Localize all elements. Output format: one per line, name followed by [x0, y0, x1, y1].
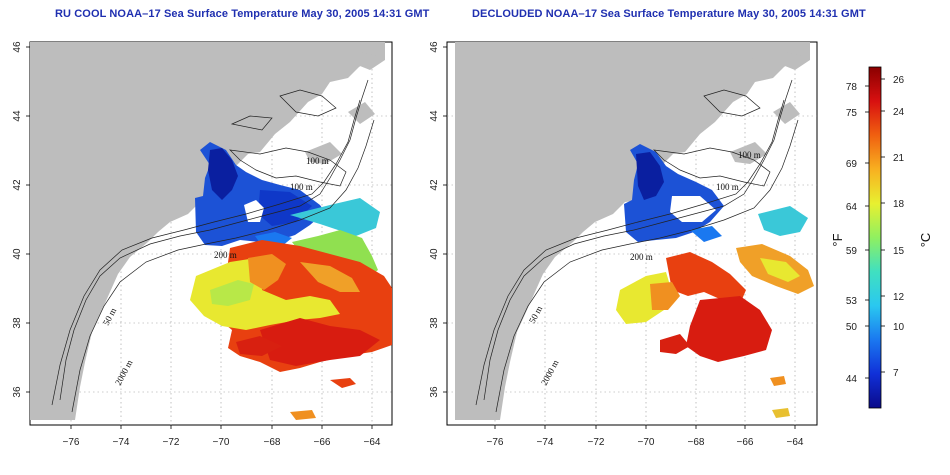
y-tick-label: 44	[429, 110, 440, 122]
left-map-title: RU COOL NOAA–17 Sea Surface Temperature …	[55, 8, 430, 20]
x-tick-label: −76	[487, 437, 504, 448]
y-tick-label: 46	[12, 41, 23, 53]
colorbar-unit-celsius: °C	[918, 233, 933, 248]
f-tick-label: 50	[846, 322, 858, 333]
x-tick-label: −74	[113, 437, 130, 448]
c-tick-label: 21	[893, 153, 905, 164]
c-tick-label: 7	[893, 368, 899, 379]
contour-label-200m: 200 m	[214, 250, 237, 260]
y-tick-label: 36	[12, 386, 23, 398]
y-tick-label: 46	[429, 41, 440, 53]
colorbar-c-labels: 26 24 21 18 15 12 10 7	[893, 75, 905, 379]
y-tick-label: 40	[429, 248, 440, 260]
y-tick-label: 38	[429, 317, 440, 329]
y-tick-label: 42	[429, 179, 440, 191]
y-tick-label: 40	[12, 248, 23, 260]
colorbar-f-labels: 78 75 69 64 59 53 50 44	[846, 82, 858, 385]
c-tick-label: 26	[893, 75, 905, 86]
f-tick-label: 59	[846, 246, 858, 257]
f-tick-label: 78	[846, 82, 858, 93]
contour-label-100m-a: 100 m	[306, 156, 329, 166]
right-map-title: DECLOUDED NOAA–17 Sea Surface Temperatur…	[472, 8, 866, 20]
left-x-ticks	[70, 425, 373, 429]
c-tick-label: 15	[893, 246, 905, 257]
x-tick-label: −64	[787, 437, 804, 448]
x-tick-label: −76	[63, 437, 80, 448]
f-tick-label: 75	[846, 108, 858, 119]
right-map-panel: 100 m 100 m 200 m 50 m 2000 m −76 −74 −7…	[429, 41, 818, 448]
y-tick-label: 42	[12, 179, 23, 191]
x-tick-label: −64	[364, 437, 381, 448]
colorbar-strip	[868, 66, 882, 409]
right-sst-cold	[624, 144, 724, 242]
left-y-tick-labels: 36 38 40 42 44 46	[12, 41, 23, 398]
colorbar: 78 75 69 64 59 53 50 44 26 24 21 18 15 1…	[830, 66, 933, 409]
x-tick-label: −70	[213, 437, 230, 448]
right-y-ticks	[443, 46, 447, 393]
contour-label-200m: 200 m	[630, 252, 653, 262]
c-tick-label: 18	[893, 199, 905, 210]
contour-label-100m-b: 100 m	[290, 182, 313, 192]
right-x-tick-labels: −76 −74 −72 −70 −68 −66 −64	[487, 437, 804, 448]
right-x-ticks	[494, 425, 796, 429]
left-y-ticks	[26, 46, 30, 393]
right-y-tick-labels: 36 38 40 42 44 46	[429, 41, 440, 398]
colorbar-c-ticks	[881, 78, 885, 373]
right-contours	[475, 79, 799, 413]
x-tick-label: −72	[163, 437, 180, 448]
left-map-panel: 100 m 100 m 200 m 50 m 2000 m −76 −74 −7…	[12, 41, 393, 448]
x-tick-label: −68	[688, 437, 705, 448]
f-tick-label: 44	[846, 374, 858, 385]
colorbar-unit-fahrenheit: °F	[830, 233, 845, 246]
x-tick-label: −72	[588, 437, 605, 448]
x-tick-label: −70	[638, 437, 655, 448]
f-tick-label: 64	[846, 202, 858, 213]
right-sst-warm	[616, 206, 814, 418]
left-sst-warm	[190, 198, 392, 420]
left-contours	[51, 79, 375, 413]
x-tick-label: −74	[537, 437, 554, 448]
f-tick-label: 69	[846, 159, 858, 170]
x-tick-label: −68	[264, 437, 281, 448]
colorbar-f-ticks	[865, 85, 869, 379]
x-tick-label: −66	[737, 437, 754, 448]
y-tick-label: 36	[429, 386, 440, 398]
f-tick-label: 53	[846, 296, 858, 307]
contour-label-100m-b: 100 m	[716, 182, 739, 192]
x-tick-label: −66	[314, 437, 331, 448]
c-tick-label: 24	[893, 107, 905, 118]
left-sst-cold	[195, 142, 325, 246]
y-tick-label: 44	[12, 110, 23, 122]
contour-label-100m-a: 100 m	[738, 150, 761, 160]
c-tick-label: 10	[893, 322, 905, 333]
y-tick-label: 38	[12, 317, 23, 329]
left-x-tick-labels: −76 −74 −72 −70 −68 −66 −64	[63, 437, 381, 448]
c-tick-label: 12	[893, 292, 905, 303]
